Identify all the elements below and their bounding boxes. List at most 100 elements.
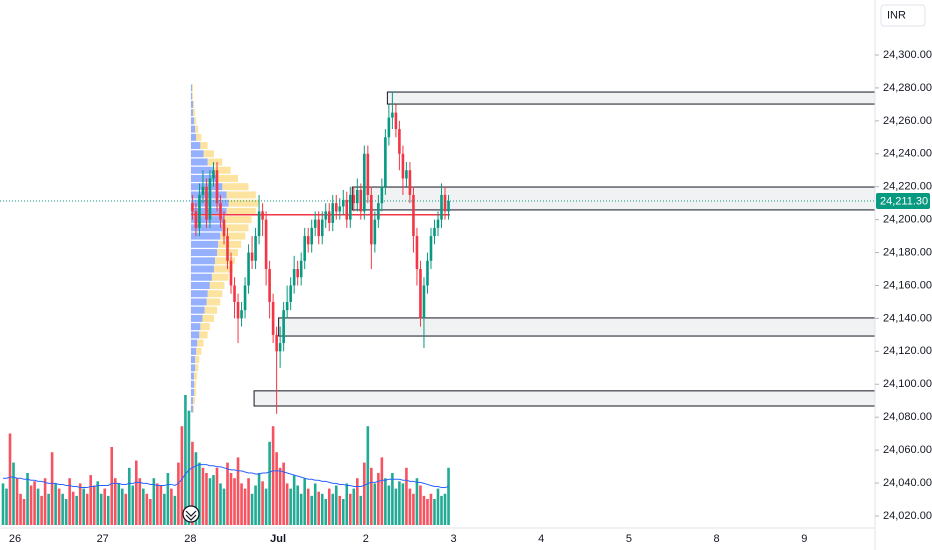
profile-up <box>190 380 195 388</box>
volume-bar <box>363 462 366 525</box>
candle-body <box>370 194 373 245</box>
profile-up <box>190 249 218 257</box>
profile-down <box>228 199 259 207</box>
volume-bar <box>278 467 282 525</box>
profile-down <box>217 174 239 182</box>
profile-down <box>193 109 196 117</box>
profile-up <box>190 405 194 413</box>
zone <box>253 390 876 407</box>
profile-up <box>190 166 213 174</box>
volume-bar <box>289 488 292 525</box>
volume-bar <box>205 473 208 525</box>
volume-bar <box>184 395 187 525</box>
volume-bar <box>163 493 166 525</box>
profile-down <box>222 183 249 191</box>
candle-body <box>313 219 317 228</box>
volume-bar <box>68 478 71 525</box>
profile-up <box>190 323 201 331</box>
y-tick-label: 24,240.00 <box>883 148 932 160</box>
volume-bar <box>359 495 363 525</box>
candle-body <box>233 285 236 302</box>
profile-up <box>190 339 198 347</box>
volume-bar <box>331 493 335 525</box>
volume-bar <box>226 462 229 525</box>
profile-down <box>226 207 256 215</box>
profile-down <box>211 273 229 281</box>
profile-up <box>190 273 212 281</box>
candle-body <box>208 178 212 220</box>
volume-bar <box>310 495 314 525</box>
volume-bar <box>57 488 61 525</box>
volume-ma <box>3 464 449 489</box>
volume-bar <box>348 493 352 525</box>
volume-bar <box>64 499 68 525</box>
last-price-label: 24,211.30 <box>880 195 928 207</box>
y-tick-label: 24,060.00 <box>883 444 932 456</box>
profile-down <box>196 347 202 355</box>
profile-down <box>193 405 195 413</box>
candle-body <box>341 199 345 207</box>
candle-body <box>391 112 394 118</box>
volume-bar <box>36 488 40 525</box>
volume-bar <box>219 483 222 525</box>
candle-body <box>356 189 359 204</box>
volume-bar <box>261 481 264 525</box>
profile-up <box>190 133 197 141</box>
candle-body <box>398 129 401 154</box>
volume-bar <box>313 483 317 525</box>
volume-bar <box>271 426 275 525</box>
volume-bar <box>356 478 359 525</box>
profile-down <box>199 331 208 339</box>
profile-down <box>193 100 195 108</box>
y-tick-label: 24,280.00 <box>883 82 932 94</box>
volume-bar <box>47 493 50 525</box>
logo-icon[interactable] <box>182 505 200 523</box>
candle-body <box>229 260 233 286</box>
candle-body <box>320 219 324 237</box>
volume-bar <box>138 478 142 525</box>
volume-bar <box>201 467 205 525</box>
volume-bar <box>142 488 145 525</box>
volume-bar <box>412 493 415 525</box>
volume-bar <box>387 485 391 525</box>
candle-body <box>240 310 243 319</box>
candle-body <box>377 203 380 220</box>
profile-down <box>224 216 252 224</box>
volume-bar <box>233 478 236 525</box>
profile-down <box>214 257 235 265</box>
volume-bar <box>299 493 303 525</box>
volume-bar <box>373 483 377 525</box>
volume-bar <box>85 493 89 525</box>
volume-bar <box>71 491 75 525</box>
candle-body <box>268 269 271 302</box>
profile-down <box>218 240 242 248</box>
volume-bar <box>145 493 149 525</box>
candle-body <box>201 186 205 195</box>
volume-bar <box>296 485 299 525</box>
volume-bar <box>177 462 180 525</box>
profile-up <box>190 364 196 372</box>
volume-bar <box>268 441 271 525</box>
candle-body <box>408 170 412 195</box>
candle-body <box>212 170 215 179</box>
currency-box[interactable] <box>880 4 926 27</box>
profile-down <box>206 298 221 306</box>
profile-down <box>191 84 194 92</box>
volume-bar <box>380 457 384 525</box>
candle-body <box>380 186 384 204</box>
y-tick-label: 24,080.00 <box>883 411 932 423</box>
profile-up <box>190 281 210 289</box>
volume-bar <box>106 495 110 525</box>
volume-bar <box>345 483 349 525</box>
candle-body <box>373 219 377 245</box>
volume-bar <box>264 488 268 525</box>
volume-bar <box>120 488 124 525</box>
profile-up <box>190 84 192 92</box>
currency-label[interactable]: INR <box>887 9 906 21</box>
volume-bar <box>440 495 443 525</box>
candle-body <box>264 219 268 270</box>
volume-bar <box>8 433 12 525</box>
volume-bar <box>194 452 198 525</box>
candle-body <box>317 219 321 237</box>
